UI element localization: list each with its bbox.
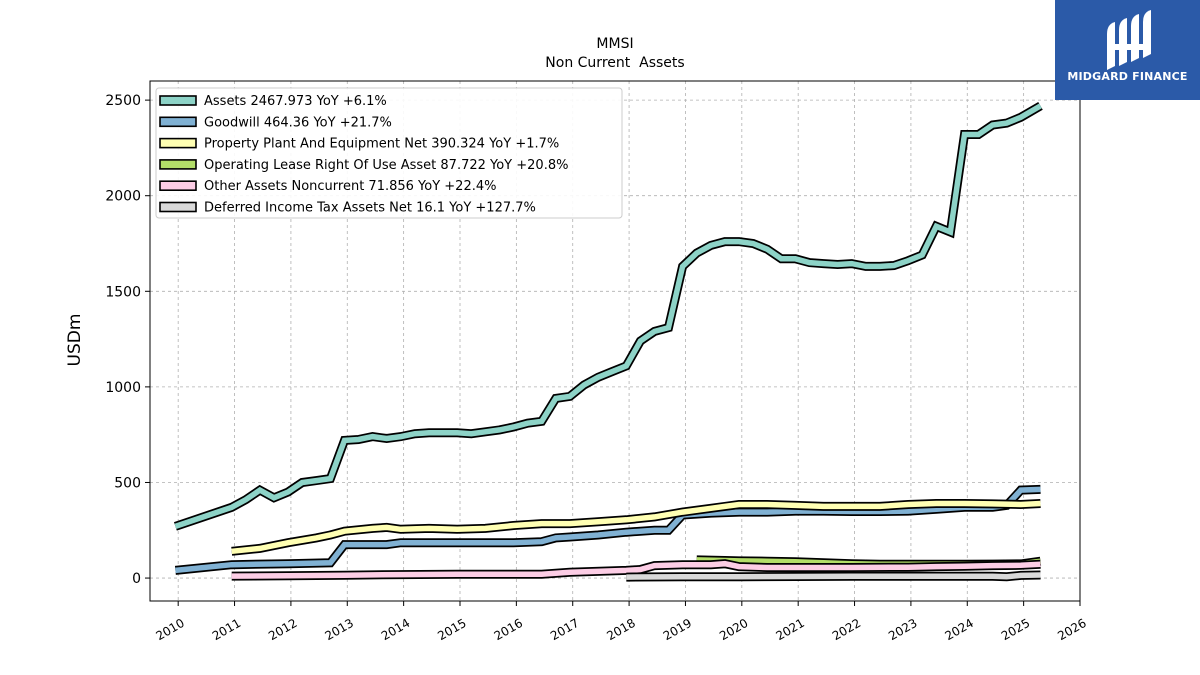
y-tick-label: 500 [114, 475, 141, 491]
x-tick-label: 2022 [830, 616, 863, 643]
legend-label: Other Assets Noncurrent 71.856 YoY +22.4… [204, 179, 496, 194]
legend-swatch [159, 116, 197, 128]
legend-label: Goodwill 464.36 YoY +21.7% [204, 115, 392, 130]
y-tick-label: 2500 [105, 93, 141, 109]
x-tick-label: 2021 [773, 616, 806, 643]
series-line-property-plant-and-equipment-net [231, 500, 1041, 555]
x-tick-label: 2019 [661, 616, 694, 643]
legend-label: Deferred Income Tax Assets Net 16.1 YoY … [204, 201, 536, 216]
x-tick-label: 2013 [323, 616, 356, 643]
plot-frame [149, 80, 1081, 602]
legend: Assets 2467.973 YoY +6.1% Goodwill 464.36… [155, 87, 623, 219]
y-tick-label: 0 [132, 571, 141, 587]
x-tick-label: 2020 [717, 616, 750, 643]
x-tick-label: 2015 [435, 616, 468, 643]
logo-text: MIDGARD FINANCE [1067, 70, 1188, 83]
legend-box [155, 87, 623, 219]
legend-swatch [159, 180, 197, 191]
series-line-assets [174, 103, 1042, 530]
x-tick-label: 2012 [266, 616, 299, 643]
y-tick-label: 2000 [105, 189, 141, 205]
legend-label: Property Plant And Equipment Net 390.324… [204, 137, 559, 152]
series-line-goodwill [175, 486, 1041, 574]
logo-mark-icon [1107, 10, 1151, 70]
series-line-deferred-income-tax-assets-net [626, 572, 1041, 580]
x-tick-label: 2017 [548, 616, 581, 643]
y-tick-label: 1000 [105, 380, 141, 396]
x-tick-label: 2025 [999, 616, 1032, 643]
y-tick-label: 1500 [105, 284, 141, 300]
legend-swatch [159, 137, 197, 149]
y-axis-label: USDm [65, 314, 85, 367]
legend-label: Operating Lease Right Of Use Asset 87.72… [204, 158, 568, 173]
legend-swatch [159, 201, 197, 213]
x-tick-label: 2026 [1055, 616, 1088, 643]
x-tick-label: 2014 [379, 616, 412, 643]
series-group [173, 102, 1043, 582]
midgard-finance-logo: MIDGARD FINANCE [1055, 0, 1200, 100]
x-tick-label: 2023 [886, 616, 919, 643]
x-tick-label: 2024 [943, 616, 976, 643]
legend-swatch [159, 95, 197, 106]
x-tick-label: 2011 [210, 616, 243, 643]
x-tick-label: 2016 [492, 616, 525, 643]
series-line-other-assets-noncurrent [231, 560, 1041, 579]
chart-title: MMSI [596, 36, 633, 52]
legend-swatch [159, 159, 197, 170]
chart-subtitle: Non Current Assets [545, 55, 684, 71]
x-tick-label: 2010 [153, 616, 186, 643]
x-tick-label: 2018 [604, 616, 637, 643]
legend-label: Assets 2467.973 YoY +6.1% [204, 94, 387, 109]
